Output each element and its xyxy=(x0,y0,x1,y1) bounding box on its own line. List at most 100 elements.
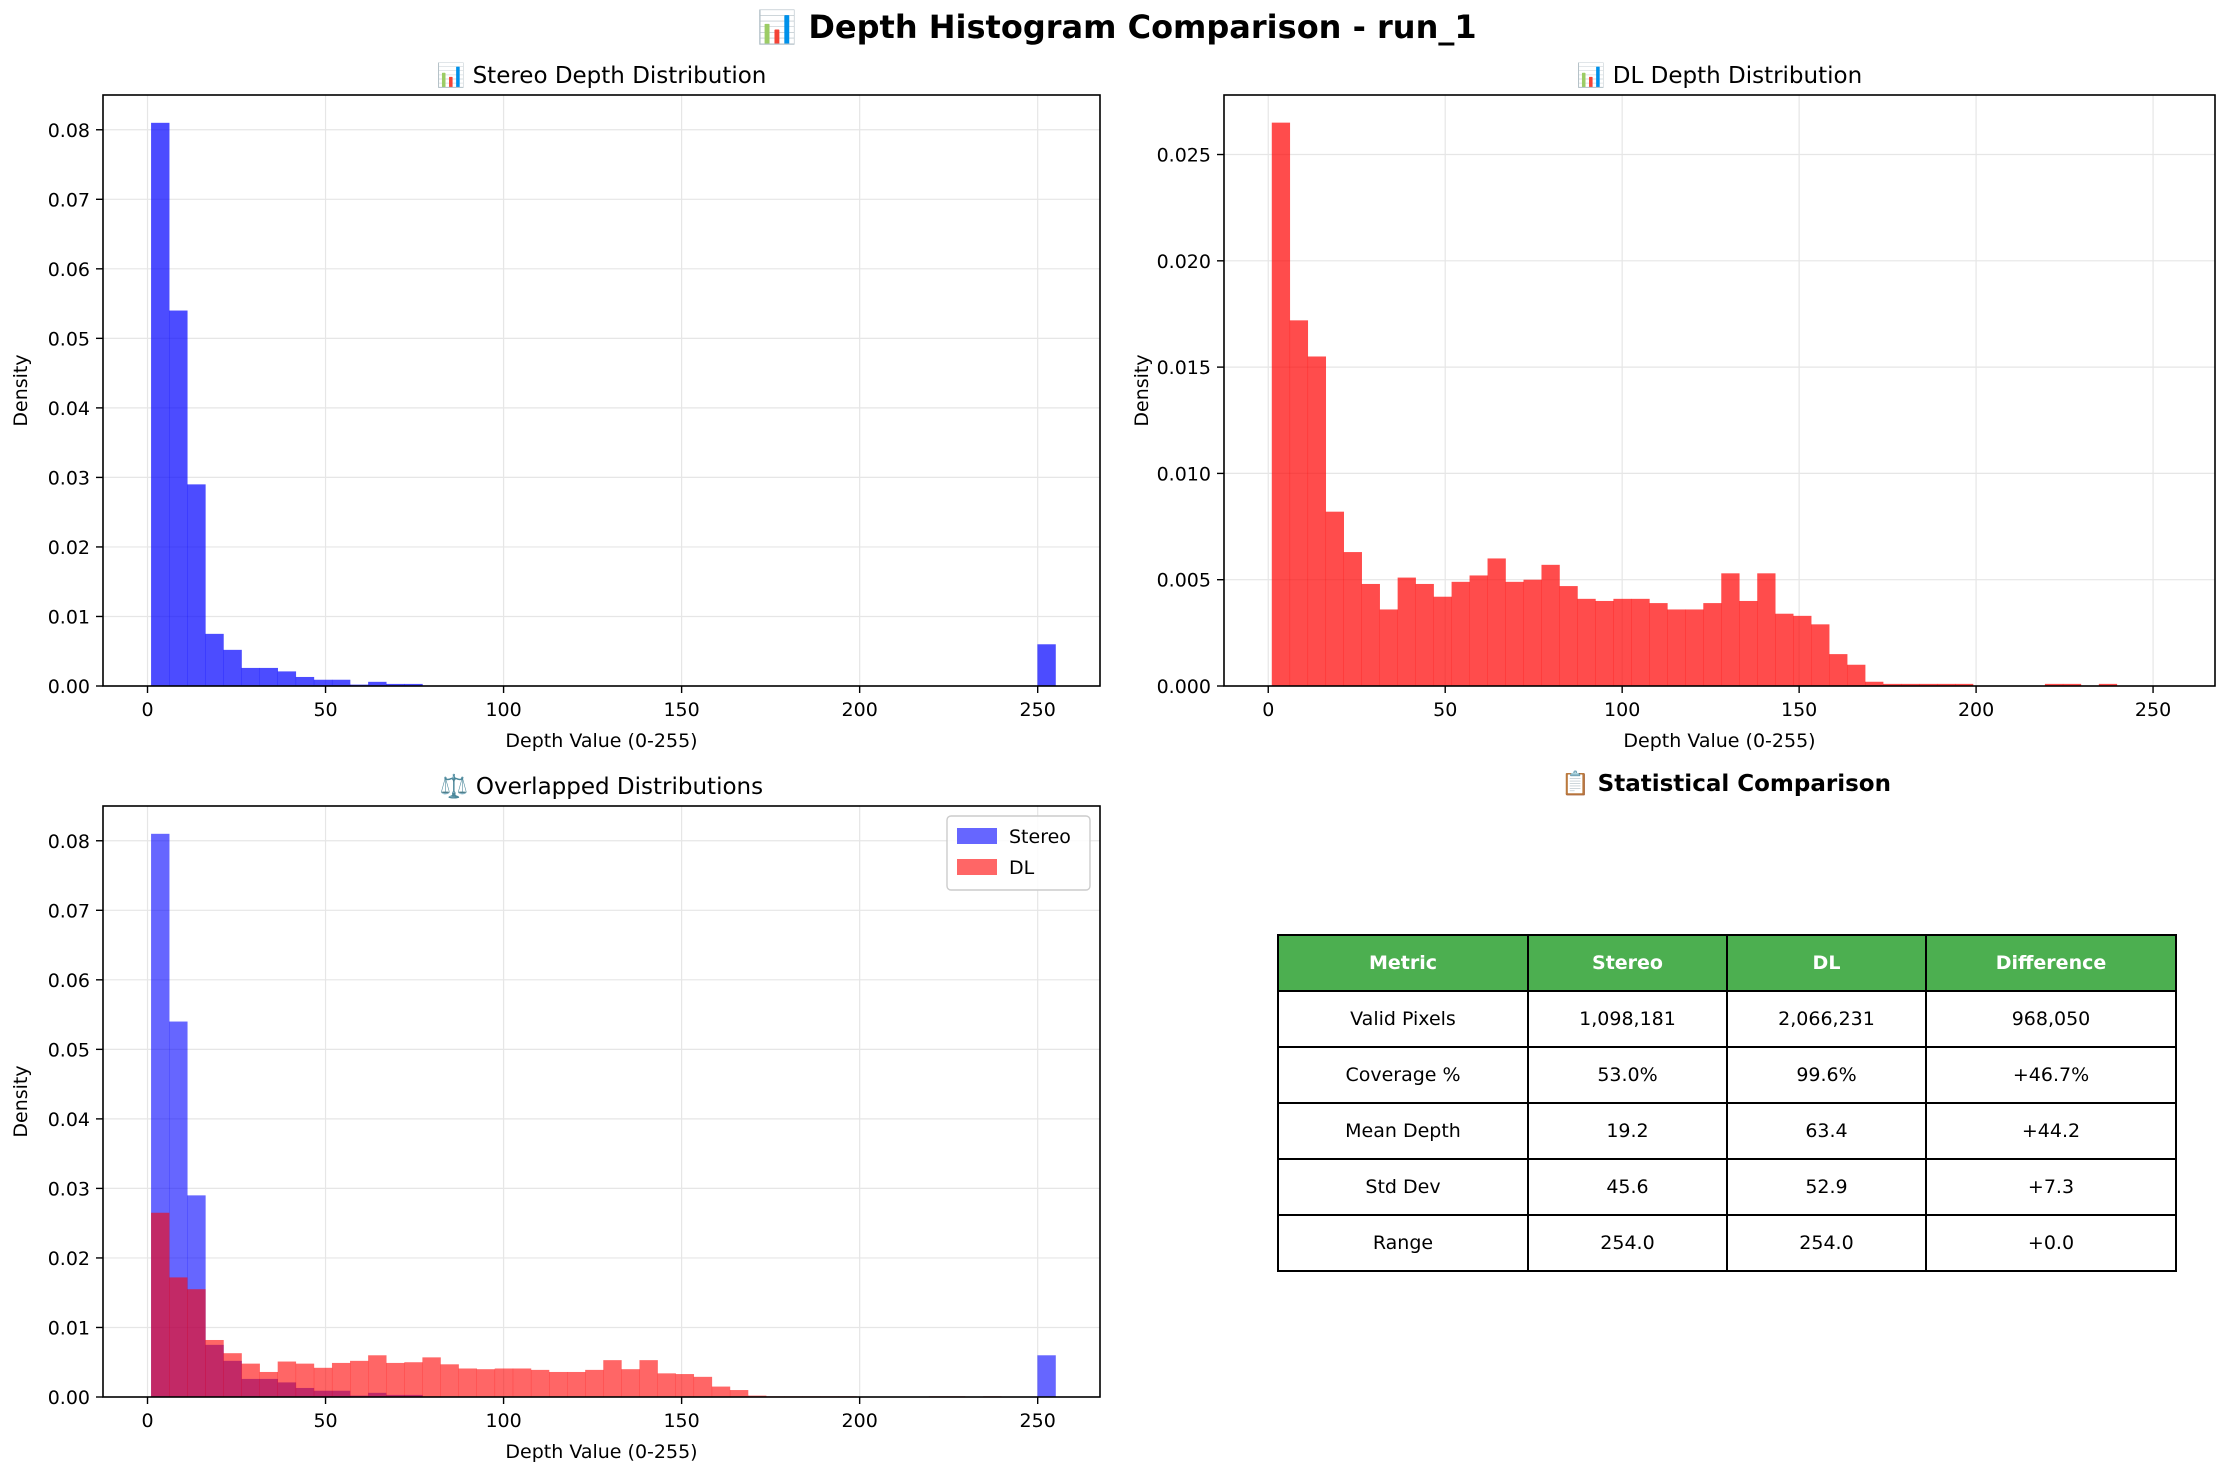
histogram-bar xyxy=(169,1277,188,1397)
chart-title: 📊 DL Depth Distribution xyxy=(1577,62,1862,89)
figure-title: 📊 Depth Histogram Comparison - run_1 xyxy=(757,8,1477,46)
histogram-bar xyxy=(693,1376,713,1397)
table-cell: 2,066,231 xyxy=(1726,990,1927,1048)
x-tick-label: 150 xyxy=(1781,699,1817,721)
y-axis-label: Density xyxy=(10,354,32,426)
histogram-bar xyxy=(313,679,333,686)
table-row: Range 254.0 254.0 +0.0 xyxy=(1277,1214,2177,1272)
y-tick-label: 0.03 xyxy=(48,1178,90,1200)
x-tick-label: 100 xyxy=(485,1410,521,1432)
histogram-bar xyxy=(512,1368,532,1397)
histogram-bar xyxy=(1865,681,1884,686)
y-axis-label: Density xyxy=(10,1065,32,1137)
plot-frame xyxy=(1223,94,2216,687)
histogram-bar xyxy=(350,1360,369,1397)
histogram-bar xyxy=(1343,552,1362,686)
histogram-bar xyxy=(1325,511,1344,686)
histogram-bar xyxy=(331,679,351,686)
histogram-bar xyxy=(711,1386,731,1397)
y-tick-label: 0.07 xyxy=(48,900,90,922)
y-tick-label: 0.025 xyxy=(1157,145,1211,167)
histogram-bar xyxy=(386,1362,405,1397)
histogram-bar xyxy=(1037,1355,1056,1397)
histogram-bar xyxy=(1451,581,1470,686)
histogram-bar xyxy=(1397,577,1416,686)
table-cell: Mean Depth xyxy=(1277,1102,1529,1160)
y-tick-label: 0.05 xyxy=(48,328,90,350)
histogram-bar xyxy=(675,1374,695,1397)
histogram-bar xyxy=(2044,683,2064,686)
histogram-bar xyxy=(1685,609,1704,686)
table-cell: 968,050 xyxy=(1925,990,2177,1048)
histogram-bar xyxy=(1307,356,1327,686)
chart-dl: 0 50 100 150 200 250 0.000 0.005 0.010 0.015 0.020… xyxy=(1131,62,2216,752)
x-tick-label: 0 xyxy=(141,1410,153,1432)
plot-frame xyxy=(102,94,1101,687)
table-cell: Std Dev xyxy=(1277,1158,1529,1216)
x-tick-label: 250 xyxy=(1020,699,1056,721)
histogram-bar xyxy=(187,484,206,686)
table-cell: 99.6% xyxy=(1726,1046,1927,1104)
histogram-bar xyxy=(621,1369,640,1397)
x-tick-label: 250 xyxy=(1020,1410,1056,1432)
histogram-bar xyxy=(1883,683,1902,686)
histogram-bar xyxy=(386,683,405,686)
chart-title: 📊 Stereo Depth Distribution xyxy=(437,62,767,89)
x-tick-label: 200 xyxy=(842,699,878,721)
statistical-comparison-table: Metric Stereo DL Difference Valid Pixels… xyxy=(1277,934,2177,1272)
histogram-bar xyxy=(1559,586,1578,686)
histogram-bar xyxy=(205,1339,224,1397)
legend-label: Stereo xyxy=(1009,826,1071,848)
x-tick-label: 250 xyxy=(2135,699,2171,721)
histogram-bar xyxy=(1361,583,1380,686)
histogram-bar xyxy=(1595,600,1614,686)
histogram-bar xyxy=(729,1390,749,1397)
y-axis-label: Density xyxy=(1131,354,1153,426)
y-tick-label: 0.01 xyxy=(48,1317,90,1339)
header-metric: Metric xyxy=(1277,934,1529,992)
table-row: Mean Depth 19.2 63.4 +44.2 xyxy=(1277,1102,2177,1160)
histogram-bar xyxy=(313,1367,333,1397)
x-tick-label: 100 xyxy=(485,699,521,721)
histogram-bar xyxy=(368,1355,387,1397)
y-tick-label: 0.020 xyxy=(1157,251,1211,273)
x-tick-label: 0 xyxy=(141,699,153,721)
chart-overlap: 0 50 100 150 200 250 0.00 0.01 0.02 0.03 0.04 0.05 0… xyxy=(10,773,1101,1463)
y-tick-label: 0.06 xyxy=(48,970,90,992)
histogram-bar xyxy=(1955,683,1974,686)
histogram-bar xyxy=(331,1362,351,1397)
histogram-bar xyxy=(549,1371,568,1397)
table-row: Valid Pixels 1,098,181 2,066,231 968,050 xyxy=(1277,990,2177,1048)
y-tick-label: 0.05 xyxy=(48,1039,90,1061)
table-header-row: Metric Stereo DL Difference xyxy=(1277,934,2177,992)
histogram-bar xyxy=(1541,564,1560,686)
table-cell: +46.7% xyxy=(1925,1046,2177,1104)
histogram-bar xyxy=(440,1364,459,1397)
histogram-bar xyxy=(530,1369,550,1397)
table-cell: Valid Pixels xyxy=(1277,990,1529,1048)
y-tick-label: 0.00 xyxy=(48,1387,90,1409)
table-cell: +7.3 xyxy=(1925,1158,2177,1216)
y-tick-label: 0.03 xyxy=(48,467,90,489)
x-axis-label: Depth Value (0-255) xyxy=(505,1441,697,1463)
x-tick-label: 150 xyxy=(663,699,699,721)
x-tick-label: 200 xyxy=(1958,699,1994,721)
y-tick-label: 0.04 xyxy=(48,398,90,420)
histogram-bar xyxy=(1433,596,1452,686)
histogram-bar xyxy=(241,1363,260,1397)
table-cell: Coverage % xyxy=(1277,1046,1529,1104)
histogram-bar xyxy=(404,1362,423,1397)
header-dl: DL xyxy=(1726,934,1927,992)
histogram-bar xyxy=(169,310,188,686)
y-tick-label: 0.010 xyxy=(1157,463,1211,485)
histogram-bar xyxy=(259,1371,278,1397)
histogram-bar xyxy=(223,1353,242,1397)
table-cell: +44.2 xyxy=(1925,1102,2177,1160)
histogram-bar xyxy=(1721,573,1740,686)
histogram-bar xyxy=(585,1369,604,1397)
x-tick-label: 50 xyxy=(313,699,337,721)
histogram-bar xyxy=(1739,600,1758,686)
histogram-bar xyxy=(1937,683,1956,686)
histogram-bar xyxy=(1613,598,1632,686)
x-tick-label: 0 xyxy=(1262,699,1274,721)
